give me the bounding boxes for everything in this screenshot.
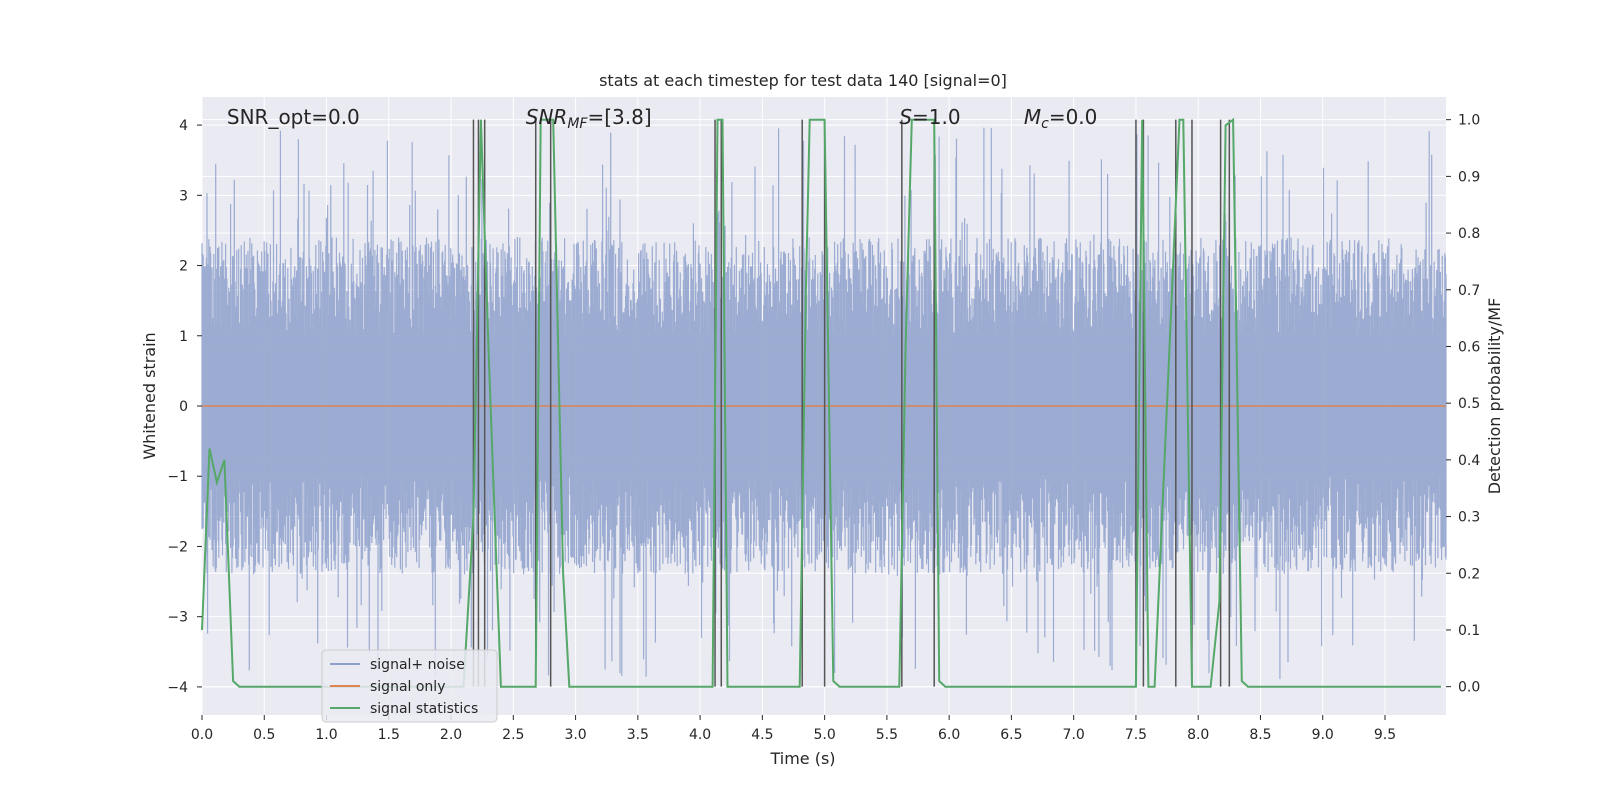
right-y-axis-ticks: 1.0 0.9 0.8 0.7 0.6 0.5 0.4 0.3 0.2 0.1 0.0 (1446, 113, 1480, 696)
annotation-label: SNRMF=[3.8] (526, 105, 652, 132)
left-y-tick-label: 3 (179, 188, 188, 204)
x-tick-label: 7.5 (1125, 727, 1147, 743)
right-y-axis-label: Detection probability/MF (1485, 298, 1504, 495)
left-y-tick-label: 4 (179, 118, 188, 134)
right-y-tick-label: 0.1 (1458, 623, 1480, 639)
x-tick-label: 0.5 (253, 727, 275, 743)
chart-title: stats at each timestep for test data 140… (599, 71, 1007, 90)
right-y-tick-label: 0.0 (1458, 680, 1480, 696)
annotation-label: SNR_opt=0.0 (227, 105, 360, 129)
x-tick-label: 7.0 (1063, 727, 1085, 743)
x-tick-label: 5.0 (813, 727, 835, 743)
signal-statistics-line (201, 117, 1441, 688)
legend-box (321, 649, 498, 723)
right-y-tick-label: 0.6 (1458, 339, 1480, 355)
x-tick-label: 9.0 (1312, 727, 1334, 743)
x-tick-label: 3.5 (627, 727, 649, 743)
x-tick-label: 9.5 (1374, 727, 1396, 743)
x-tick-label: 8.0 (1187, 727, 1209, 743)
x-axis-label: Time (s) (769, 749, 835, 768)
left-y-tick-label: −1 (167, 469, 188, 485)
x-tick-label: 1.0 (315, 727, 337, 743)
annotation-label: S=1.0 (899, 105, 960, 129)
legend-label-signal-statistics: signal statistics (370, 701, 478, 717)
left-y-tick-label: 0 (179, 399, 188, 415)
legend-label-signal-only: signal only (370, 679, 445, 695)
left-y-tick-label: 2 (179, 259, 188, 275)
x-tick-label: 0.0 (191, 727, 213, 743)
left-y-tick-label: −2 (167, 539, 188, 555)
right-y-tick-label: 0.4 (1458, 453, 1480, 469)
left-y-axis-ticks: 4 3 2 1 0 −1 −2 −3 −4 (167, 118, 202, 696)
x-axis-ticks: 0.0 0.5 1.0 1.5 2.0 2.5 3.0 3.5 4.0 4.5 5.0 5.5 6.0 6… (191, 715, 1396, 743)
right-y-tick-label: 0.7 (1458, 283, 1480, 299)
legend-label-signal-noise: signal+ noise (370, 657, 465, 673)
left-y-tick-label: −4 (167, 680, 188, 696)
signal-statistics-series (201, 117, 1441, 688)
x-tick-label: 6.0 (938, 727, 960, 743)
x-tick-label: 2.0 (440, 727, 462, 743)
annotation-label: Mc=0.0 (1024, 105, 1098, 132)
legend: signal+ noise signal only signal statist… (321, 649, 498, 723)
annotations: SNR_opt=0.0 SNRMF=[3.8] S=1.0 Mc=0.0 (227, 105, 1098, 132)
left-y-tick-label: 1 (179, 329, 188, 345)
x-tick-label: 6.5 (1000, 727, 1022, 743)
right-y-tick-label: 0.5 (1458, 396, 1480, 412)
x-tick-label: 8.5 (1249, 727, 1271, 743)
x-tick-label: 1.5 (378, 727, 400, 743)
x-tick-label: 4.5 (751, 727, 773, 743)
right-y-tick-label: 1.0 (1458, 113, 1480, 129)
x-tick-label: 3.0 (564, 727, 586, 743)
left-y-tick-label: −3 (167, 610, 188, 626)
x-tick-label: 5.5 (876, 727, 898, 743)
right-y-tick-label: 0.3 (1458, 510, 1480, 526)
x-tick-label: 2.5 (502, 727, 524, 743)
right-y-tick-label: 0.8 (1458, 226, 1480, 242)
left-y-axis-label: Whitened strain (140, 332, 159, 459)
right-y-tick-label: 0.2 (1458, 566, 1480, 582)
right-y-tick-label: 0.9 (1458, 169, 1480, 185)
x-tick-label: 4.0 (689, 727, 711, 743)
